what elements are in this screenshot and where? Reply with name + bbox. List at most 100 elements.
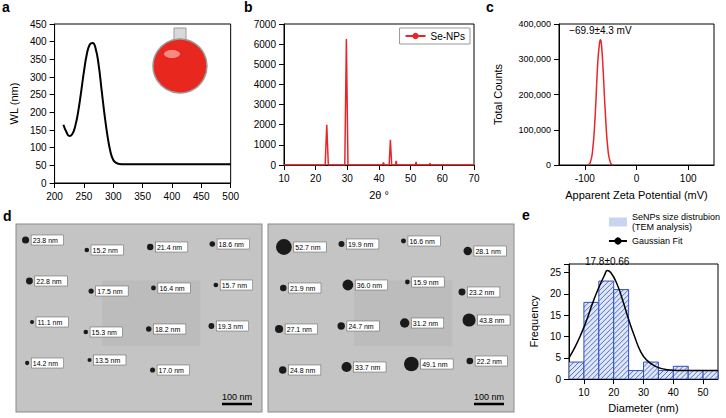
svg-text:350: 350 bbox=[134, 191, 151, 202]
svg-text:100: 100 bbox=[680, 173, 697, 184]
svg-text:400: 400 bbox=[164, 191, 181, 202]
svg-text:17.8±0.66: 17.8±0.66 bbox=[585, 256, 630, 267]
svg-text:15.7 nm: 15.7 nm bbox=[222, 282, 247, 289]
svg-text:c: c bbox=[486, 0, 494, 15]
svg-text:100 nm: 100 nm bbox=[474, 392, 504, 402]
svg-text:500: 500 bbox=[222, 191, 239, 202]
svg-text:30: 30 bbox=[638, 387, 650, 398]
svg-text:0: 0 bbox=[634, 173, 640, 184]
svg-text:400,000: 400,000 bbox=[518, 19, 551, 29]
svg-text:10: 10 bbox=[278, 173, 290, 184]
svg-text:450: 450 bbox=[30, 19, 47, 30]
svg-text:49.1 nm: 49.1 nm bbox=[422, 361, 447, 368]
svg-text:e: e bbox=[522, 208, 530, 223]
svg-text:200: 200 bbox=[46, 191, 63, 202]
svg-text:300: 300 bbox=[105, 191, 122, 202]
svg-text:6000: 6000 bbox=[254, 39, 277, 50]
svg-text:450: 450 bbox=[193, 191, 210, 202]
svg-text:200,000: 200,000 bbox=[518, 90, 551, 100]
svg-text:18.6 nm: 18.6 nm bbox=[219, 241, 244, 248]
svg-text:250: 250 bbox=[30, 89, 47, 100]
svg-text:36.0 nm: 36.0 nm bbox=[357, 282, 382, 289]
svg-text:50: 50 bbox=[698, 387, 710, 398]
svg-text:-100: -100 bbox=[575, 173, 595, 184]
svg-text:17.0 nm: 17.0 nm bbox=[159, 367, 184, 374]
svg-text:300: 300 bbox=[30, 72, 47, 83]
svg-text:14.2 nm: 14.2 nm bbox=[33, 360, 58, 367]
svg-text:30: 30 bbox=[342, 173, 354, 184]
svg-text:150: 150 bbox=[30, 125, 47, 136]
svg-text:50: 50 bbox=[35, 160, 47, 171]
svg-text:70: 70 bbox=[468, 173, 480, 184]
svg-text:20: 20 bbox=[608, 387, 620, 398]
svg-text:400: 400 bbox=[30, 36, 47, 47]
svg-text:300,000: 300,000 bbox=[518, 54, 551, 64]
svg-text:d: d bbox=[3, 208, 12, 224]
svg-text:100 nm: 100 nm bbox=[222, 392, 252, 402]
svg-text:21.9 nm: 21.9 nm bbox=[290, 285, 315, 292]
svg-text:19.3 nm: 19.3 nm bbox=[218, 323, 243, 330]
svg-text:4000: 4000 bbox=[254, 79, 277, 90]
svg-text:2θ °: 2θ ° bbox=[369, 189, 389, 201]
svg-text:28.1 nm: 28.1 nm bbox=[475, 248, 500, 255]
svg-text:Frequency: Frequency bbox=[528, 295, 540, 347]
svg-text:Diameter (nm): Diameter (nm) bbox=[608, 402, 678, 414]
svg-text:SeNPs size distrubion: SeNPs size distrubion bbox=[632, 212, 720, 222]
svg-text:18.2 nm: 18.2 nm bbox=[155, 326, 180, 333]
svg-text:22.8 nm: 22.8 nm bbox=[36, 278, 61, 285]
svg-text:200: 200 bbox=[30, 107, 47, 118]
svg-text:40: 40 bbox=[668, 387, 680, 398]
svg-text:40: 40 bbox=[373, 173, 385, 184]
svg-text:17.5 nm: 17.5 nm bbox=[97, 288, 122, 295]
svg-text:25: 25 bbox=[550, 267, 562, 278]
svg-text:250: 250 bbox=[76, 191, 93, 202]
svg-text:24.8 nm: 24.8 nm bbox=[290, 367, 315, 374]
svg-text:(TEM analysis): (TEM analysis) bbox=[632, 222, 692, 232]
svg-text:31.2 nm: 31.2 nm bbox=[413, 320, 438, 327]
svg-text:−69.9±4.3 mV: −69.9±4.3 mV bbox=[569, 25, 632, 36]
svg-text:1000: 1000 bbox=[254, 139, 277, 150]
svg-text:Gaussian Fit: Gaussian Fit bbox=[632, 236, 683, 246]
svg-text:WL (nm): WL (nm) bbox=[8, 83, 20, 125]
svg-text:0: 0 bbox=[41, 178, 47, 189]
svg-text:0: 0 bbox=[555, 374, 561, 385]
svg-text:5: 5 bbox=[555, 352, 561, 363]
svg-text:27.1 nm: 27.1 nm bbox=[287, 326, 312, 333]
svg-text:Total Counts: Total Counts bbox=[492, 63, 504, 125]
svg-text:19.9 nm: 19.9 nm bbox=[348, 241, 373, 248]
svg-text:50: 50 bbox=[405, 173, 417, 184]
svg-text:15.9 nm: 15.9 nm bbox=[413, 279, 438, 286]
svg-text:15: 15 bbox=[550, 310, 562, 321]
svg-text:21.4 nm: 21.4 nm bbox=[157, 244, 182, 251]
svg-text:23.8 nm: 23.8 nm bbox=[33, 237, 58, 244]
svg-text:15.3 nm: 15.3 nm bbox=[92, 329, 117, 336]
svg-text:Apparent Zeta Potential (mV): Apparent Zeta Potential (mV) bbox=[565, 189, 707, 201]
svg-text:100: 100 bbox=[30, 142, 47, 153]
svg-text:0: 0 bbox=[270, 160, 276, 171]
svg-text:24.7 nm: 24.7 nm bbox=[348, 323, 373, 330]
svg-text:43.8 nm: 43.8 nm bbox=[479, 317, 504, 324]
svg-text:16.6 nm: 16.6 nm bbox=[409, 238, 434, 245]
svg-text:0: 0 bbox=[546, 160, 551, 170]
svg-text:Se-NPs: Se-NPs bbox=[431, 31, 465, 42]
svg-text:52.7 nm: 52.7 nm bbox=[295, 244, 320, 251]
svg-text:13.5 nm: 13.5 nm bbox=[95, 357, 120, 364]
svg-text:16.4 nm: 16.4 nm bbox=[159, 285, 184, 292]
svg-text:350: 350 bbox=[30, 54, 47, 65]
svg-text:60: 60 bbox=[437, 173, 449, 184]
svg-text:22.2 nm: 22.2 nm bbox=[477, 358, 502, 365]
svg-text:a: a bbox=[2, 0, 10, 15]
svg-text:33.7 nm: 33.7 nm bbox=[355, 364, 380, 371]
svg-text:20: 20 bbox=[310, 173, 322, 184]
svg-text:7000: 7000 bbox=[254, 19, 277, 30]
svg-text:20: 20 bbox=[550, 288, 562, 299]
svg-text:2000: 2000 bbox=[254, 119, 277, 130]
svg-text:100,000: 100,000 bbox=[518, 125, 551, 135]
svg-text:10: 10 bbox=[550, 331, 562, 342]
svg-text:15.2 nm: 15.2 nm bbox=[93, 247, 118, 254]
svg-text:23.2 nm: 23.2 nm bbox=[469, 289, 494, 296]
svg-text:10: 10 bbox=[578, 387, 590, 398]
svg-text:11.1 nm: 11.1 nm bbox=[38, 319, 63, 326]
svg-text:3000: 3000 bbox=[254, 99, 277, 110]
svg-text:b: b bbox=[244, 0, 253, 15]
